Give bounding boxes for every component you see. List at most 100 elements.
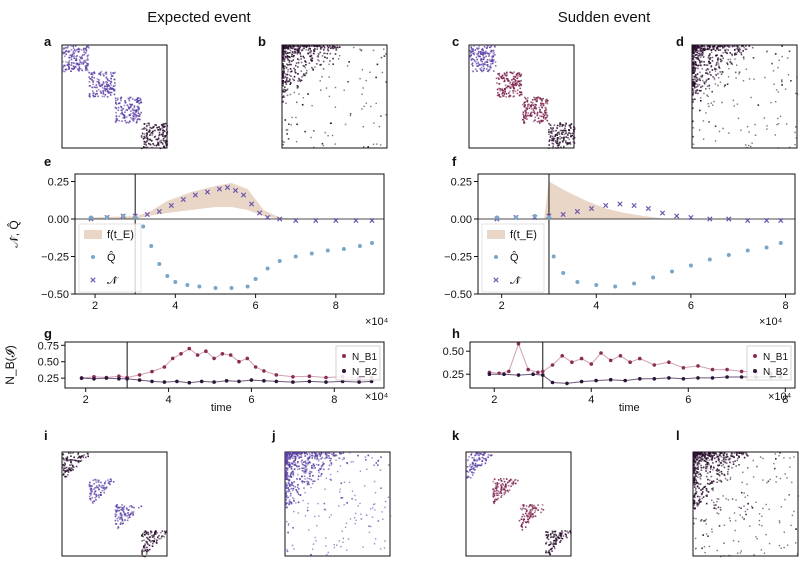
- matrix-d-cell: [748, 78, 751, 80]
- matrix-c-cell: [516, 92, 519, 95]
- x-tick-label-h-2: 6: [685, 394, 691, 406]
- matrix-c-cell: [470, 47, 473, 50]
- matrix-b-cell: [306, 69, 308, 72]
- matrix-c-cell: [531, 102, 534, 104]
- matrix-j-cell: [288, 482, 291, 485]
- matrix-j-cell: [308, 472, 310, 474]
- matrix-l-cell: [751, 505, 753, 508]
- matrix-a-cell: [84, 52, 87, 54]
- matrix-k-cell: [565, 534, 567, 536]
- matrix-i-cell: [145, 532, 148, 535]
- data-point-f-o-2: [532, 214, 537, 218]
- matrix-l-cell: [703, 460, 706, 462]
- matrix-l-cell: [729, 478, 732, 480]
- matrix-a-cell: [156, 138, 159, 141]
- matrix-a-cell: [134, 99, 136, 101]
- matrix-d-cell: [766, 50, 768, 53]
- matrix-j-cell: [359, 470, 362, 472]
- matrix-l-cell: [728, 465, 730, 468]
- matrix-b-cell: [282, 56, 284, 58]
- matrix-d-cell: [692, 107, 694, 109]
- matrix-b-cell: [307, 93, 309, 95]
- matrix-a-cell: [124, 101, 127, 104]
- matrix-j-cell: [296, 478, 298, 480]
- matrix-j-cell: [298, 465, 300, 468]
- matrix-c-cell: [480, 52, 482, 54]
- panel-label-g: g: [44, 326, 52, 341]
- matrix-a-cell: [149, 139, 151, 141]
- matrix-a-cell: [123, 104, 126, 107]
- matrix-i-cell: [97, 481, 100, 483]
- matrix-a-cell: [71, 62, 73, 64]
- matrix-k-cell: [555, 541, 557, 543]
- matrix-b-cell: [282, 45, 284, 47]
- matrix-k-cell: [495, 488, 498, 491]
- matrix-a-cell: [138, 118, 140, 121]
- data-point-f-x-9: [631, 202, 637, 209]
- matrix-l-cell: [725, 462, 728, 465]
- matrix-b-cell: [286, 45, 288, 47]
- matrix-j-cell: [288, 466, 291, 468]
- matrix-k-cell: [521, 526, 523, 529]
- matrix-l-cell: [693, 517, 695, 519]
- matrix-a-cell: [148, 124, 150, 126]
- matrix-a-cell: [124, 100, 126, 102]
- matrix-j-cell: [293, 452, 295, 454]
- matrix-c-cell: [495, 77, 498, 80]
- matrix-d-cell: [715, 54, 717, 57]
- matrix-a-cell: [70, 58, 73, 61]
- matrix-j-cell: [332, 453, 335, 455]
- matrix-a-cell: [67, 63, 69, 66]
- matrix-k-cell: [529, 509, 532, 511]
- matrix-b-cell: [344, 123, 347, 126]
- matrix-c-cell: [572, 129, 575, 131]
- matrix-a-cell: [162, 129, 164, 132]
- matrix-b-cell: [283, 96, 286, 98]
- matrix-b-cell: [293, 46, 295, 48]
- matrix-c-cell: [483, 51, 485, 54]
- matrix-a-cell: [140, 136, 143, 138]
- matrix-d-cell: [695, 48, 698, 50]
- matrix-a-cell: [77, 48, 80, 51]
- matrix-b-cell: [283, 60, 286, 62]
- matrix-i-cell: [95, 499, 97, 501]
- matrix-l-cell: [715, 504, 717, 506]
- matrix-l-cell: [740, 507, 742, 509]
- matrix-a-cell: [152, 127, 154, 129]
- matrix-k-cell: [527, 515, 530, 517]
- matrix-a-cell: [143, 141, 146, 143]
- matrix-l-cell: [699, 453, 701, 455]
- matrix-l-cell: [712, 462, 714, 464]
- data-point-f-x-12: [674, 213, 680, 219]
- matrix-c-cell: [523, 116, 525, 118]
- matrix-a-cell: [98, 80, 100, 82]
- matrix-l-cell: [693, 486, 696, 488]
- matrix-b-cell: [296, 87, 299, 89]
- data-point-e-o-11: [213, 286, 218, 290]
- matrix-a-cell: [84, 61, 87, 63]
- matrix-d-cell: [694, 86, 696, 89]
- matrix-a-cell: [74, 45, 77, 47]
- matrix-k-cell: [552, 530, 554, 533]
- matrix-a-cell: [148, 142, 150, 145]
- matrix-j-cell: [289, 452, 291, 454]
- matrix-b-cell: [291, 47, 294, 49]
- matrix-b-cell: [282, 75, 284, 77]
- matrix-j-cell: [305, 452, 308, 454]
- matrix-l-cell: [696, 503, 698, 505]
- matrix-k-cell: [528, 506, 530, 508]
- matrix-c-cell: [479, 67, 481, 70]
- matrix-j-cell: [303, 466, 306, 469]
- matrix-l-cell: [694, 507, 696, 510]
- matrix-i-cell: [144, 555, 146, 558]
- matrix-c-cell: [555, 129, 557, 132]
- matrix-c-cell: [558, 131, 560, 134]
- matrix-b-cell: [299, 52, 302, 54]
- matrix-d-cell: [724, 51, 727, 53]
- matrix-j-cell: [377, 460, 379, 462]
- matrix-i-cell: [131, 506, 133, 508]
- matrix-k-cell: [480, 453, 482, 455]
- matrix-i-cell: [147, 538, 149, 540]
- matrix-b-cell: [299, 80, 302, 83]
- matrix-j-cell: [324, 453, 327, 456]
